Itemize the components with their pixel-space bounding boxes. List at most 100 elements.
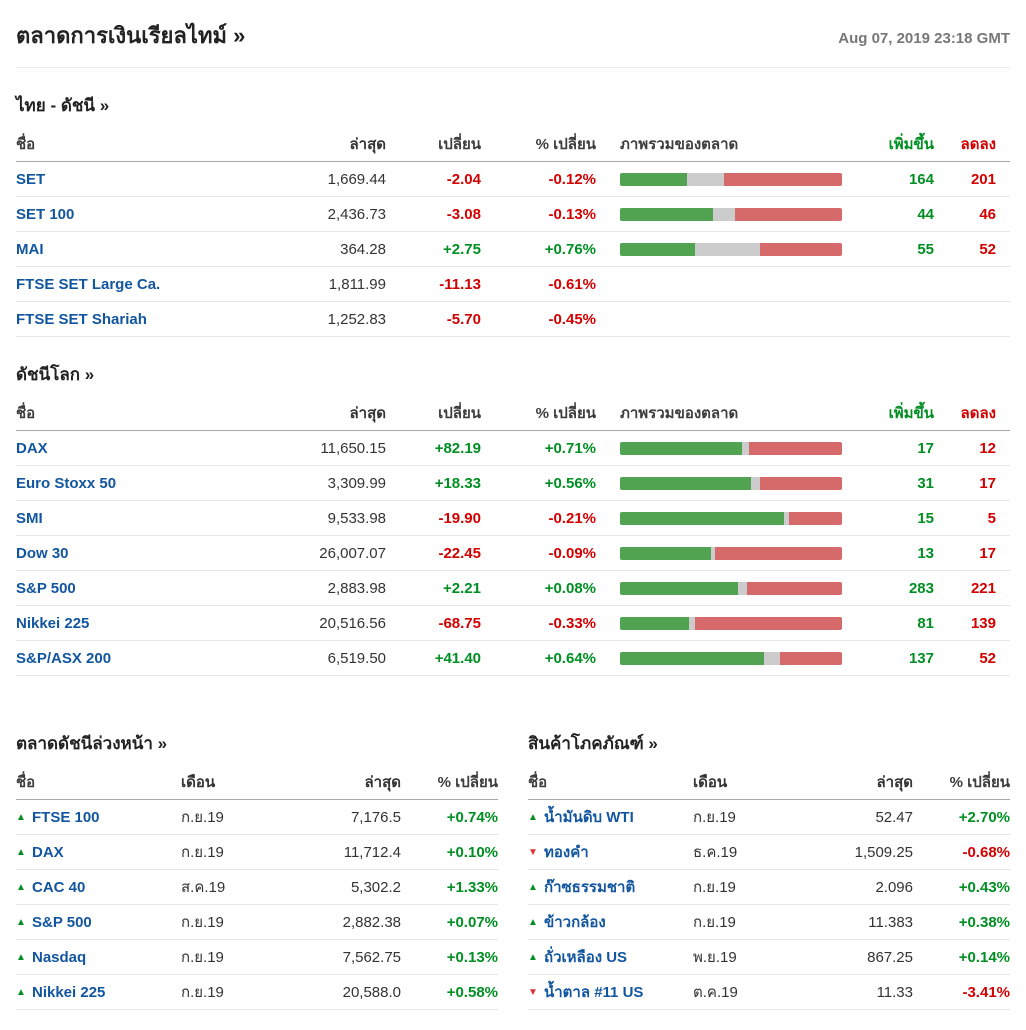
instrument-link[interactable]: น้ำตาล #11 US [544, 984, 644, 1001]
col-percent-change: % เปลี่ยน [437, 774, 498, 791]
unchanged-segment [688, 616, 696, 630]
col-decliners: ลดลง [960, 405, 996, 422]
section-title-index-futures[interactable]: ตลาดดัชนีล่วงหน้า » [16, 734, 168, 753]
instrument-link[interactable]: CAC 40 [32, 878, 86, 896]
decliners-count: 139 [970, 614, 996, 632]
market-overview-cell [596, 441, 846, 455]
table-row: ▲ FTSE 100 ก.ย.19 7,176.5 +0.74% [16, 800, 498, 835]
percent-change: -0.33% [548, 614, 596, 632]
col-last: ล่าสุด [349, 405, 386, 422]
table-header: ชื่อ ล่าสุด เปลี่ยน % เปลี่ยน ภาพรวมของต… [16, 127, 1010, 162]
instrument-link[interactable]: S&P/ASX 200 [16, 649, 112, 667]
instrument-link[interactable]: SMI [16, 509, 43, 527]
instrument-link[interactable]: Euro Stoxx 50 [16, 474, 117, 492]
section-title-thai-indices[interactable]: ไทย - ดัชนี » [16, 96, 110, 115]
table-row: ▲ ข้าวกล้อง ก.ย.19 11.383 +0.38% [528, 905, 1010, 940]
change-value: +82.19 [434, 439, 481, 457]
last-price: 9,533.98 [327, 509, 386, 527]
decliners-segment [788, 511, 842, 525]
decliners-segment [779, 651, 842, 665]
col-change: เปลี่ยน [438, 405, 481, 422]
market-overview-cell [596, 476, 846, 490]
thai-indices-table: ชื่อ ล่าสุด เปลี่ยน % เปลี่ยน ภาพรวมของต… [16, 127, 1010, 337]
percent-change: -0.68% [962, 843, 1010, 861]
instrument-link[interactable]: SET [16, 170, 46, 188]
decliners-segment [748, 441, 842, 455]
col-decliners: ลดลง [960, 136, 996, 153]
world-indices-table: ชื่อ ล่าสุด เปลี่ยน % เปลี่ยน ภาพรวมของต… [16, 396, 1010, 676]
instrument-link[interactable]: ข้าวกล้อง [544, 914, 606, 931]
instrument-link[interactable]: FTSE SET Shariah [16, 310, 147, 328]
advancers-count: 81 [917, 614, 934, 632]
table-row: SET 1,669.44 -2.04 -0.12% 164 201 [16, 162, 1010, 197]
table-row: ▲ S&P 500 ก.ย.19 2,882.38 +0.07% [16, 905, 498, 940]
contract-month: ก.ย.19 [693, 809, 736, 826]
market-overview-cell [596, 616, 846, 630]
table-row: SMI 9,533.98 -19.90 -0.21% 15 5 [16, 501, 1010, 536]
instrument-link[interactable]: Nasdaq [32, 948, 87, 966]
unchanged-segment [711, 546, 716, 560]
advancers-count: 44 [917, 205, 934, 223]
market-overview-bar [620, 546, 842, 560]
instrument-link[interactable]: S&P 500 [16, 579, 76, 597]
down-arrow-icon: ▼ [528, 846, 538, 858]
last-price: 11.33 [876, 983, 913, 1001]
instrument-link[interactable]: MAI [16, 240, 44, 258]
market-overview-cell [596, 511, 846, 525]
instrument-link[interactable]: ก๊าซธรรมชาติ [544, 879, 636, 896]
advancers-count: 164 [908, 170, 934, 188]
instrument-cell: ▲ FTSE 100 [16, 809, 181, 826]
instrument-link[interactable]: FTSE 100 [32, 808, 100, 826]
unchanged-segment [686, 172, 725, 186]
section-index-futures: ตลาดดัชนีล่วงหน้า » ชื่อ เดือน ล่าสุด % … [16, 706, 498, 1010]
col-advancers: เพิ่มขึ้น [888, 136, 934, 153]
instrument-link[interactable]: Dow 30 [16, 544, 69, 562]
section-title-commodities[interactable]: สินค้าโภคภัณฑ์ » [528, 734, 658, 753]
percent-change: +0.56% [544, 474, 596, 492]
decliners-segment [724, 172, 842, 186]
change-value: +41.40 [434, 649, 481, 667]
instrument-link[interactable]: DAX [16, 439, 48, 457]
table-row: SET 100 2,436.73 -3.08 -0.13% 44 46 [16, 197, 1010, 232]
unchanged-segment [742, 441, 749, 455]
instrument-link[interactable]: DAX [32, 843, 64, 861]
last-price: 7,176.5 [350, 808, 401, 826]
down-arrow-icon: ▼ [528, 986, 538, 998]
percent-change: +0.71% [544, 439, 596, 457]
instrument-link[interactable]: FTSE SET Large Ca. [16, 275, 161, 293]
last-price: 11,712.4 [343, 843, 401, 861]
instrument-link[interactable]: น้ำมันดิบ WTI [544, 809, 634, 826]
up-arrow-icon: ▲ [16, 881, 26, 893]
table-row: S&P 500 2,883.98 +2.21 +0.08% 283 221 [16, 571, 1010, 606]
advancers-count: 17 [917, 439, 934, 457]
index-futures-rows: ▲ FTSE 100 ก.ย.19 7,176.5 +0.74% ▲ DAX ก.ย.19 11… [16, 800, 498, 1010]
last-price: 5,302.2 [350, 878, 401, 896]
last-price: 11.383 [868, 913, 913, 931]
last-price: 6,519.50 [327, 649, 386, 667]
advancers-segment [620, 581, 738, 595]
instrument-link[interactable]: ถั่วเหลือง US [544, 949, 628, 966]
page-title[interactable]: ตลาดการเงินเรียลไทม์ » [16, 23, 246, 48]
last-price: 1,811.99 [328, 275, 386, 293]
instrument-link[interactable]: ทองคำ [544, 844, 589, 861]
instrument-link[interactable]: S&P 500 [32, 913, 92, 931]
instrument-link[interactable]: SET 100 [16, 205, 75, 223]
section-title-world-indices[interactable]: ดัชนีโลก » [16, 365, 95, 384]
instrument-link[interactable]: Nikkei 225 [32, 983, 106, 1001]
change-value: -22.45 [438, 544, 481, 562]
advancers-count: 13 [917, 544, 934, 562]
advancers-count: 137 [908, 649, 934, 667]
decliners-count: 46 [979, 205, 996, 223]
col-percent-change: % เปลี่ยน [535, 405, 596, 422]
advancers-count: 15 [917, 509, 934, 527]
up-arrow-icon: ▲ [16, 951, 26, 963]
instrument-link[interactable]: Nikkei 225 [16, 614, 90, 632]
table-header: ชื่อ เดือน ล่าสุด % เปลี่ยน [528, 765, 1010, 800]
change-value: -2.04 [446, 170, 481, 188]
col-advancers: เพิ่มขึ้น [888, 405, 934, 422]
up-arrow-icon: ▲ [528, 881, 538, 893]
decliners-count: 52 [979, 649, 996, 667]
contract-month: ธ.ค.19 [693, 844, 738, 861]
advancers-segment [620, 476, 751, 490]
col-month: เดือน [693, 774, 728, 791]
